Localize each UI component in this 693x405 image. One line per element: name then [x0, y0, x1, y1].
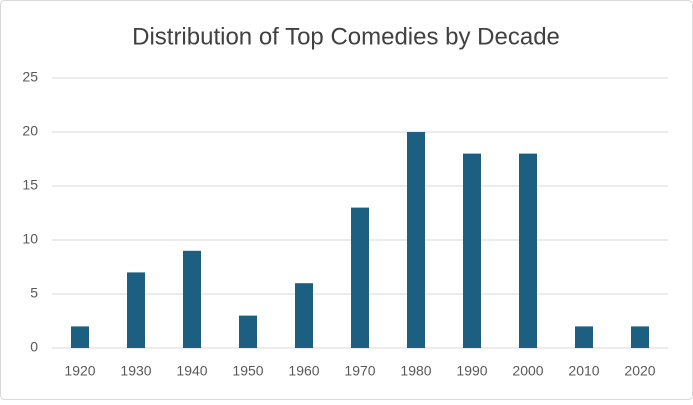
- x-tick-label: 1940: [176, 363, 207, 379]
- x-tick-label: 1950: [232, 363, 263, 379]
- bar: [519, 153, 537, 348]
- x-tick-label: 1930: [120, 363, 151, 379]
- bar: [127, 272, 145, 348]
- bar: [183, 250, 201, 348]
- y-tick-label: 5: [30, 285, 38, 301]
- y-tick-label: 10: [22, 231, 38, 247]
- bar: [575, 326, 593, 348]
- x-tick-label: 1990: [456, 363, 487, 379]
- bar: [463, 153, 481, 348]
- x-tick-label: 1980: [400, 363, 431, 379]
- x-tick-label: 1970: [344, 363, 375, 379]
- y-tick-label: 25: [22, 69, 38, 85]
- x-tick-label: 2020: [624, 363, 655, 379]
- bar: [71, 326, 89, 348]
- bar: [631, 326, 649, 348]
- y-tick-label: 15: [22, 177, 38, 193]
- x-tick-label: 1920: [64, 363, 95, 379]
- y-tick-label: 0: [30, 339, 38, 355]
- x-tick-label: 1960: [288, 363, 319, 379]
- bar: [295, 283, 313, 348]
- y-tick-label: 20: [22, 123, 38, 139]
- x-tick-label: 2010: [568, 363, 599, 379]
- bar: [407, 132, 425, 348]
- chart-title: Distribution of Top Comedies by Decade: [132, 23, 560, 50]
- x-tick-label: 2000: [512, 363, 543, 379]
- bar: [239, 315, 257, 348]
- bar: [351, 207, 369, 348]
